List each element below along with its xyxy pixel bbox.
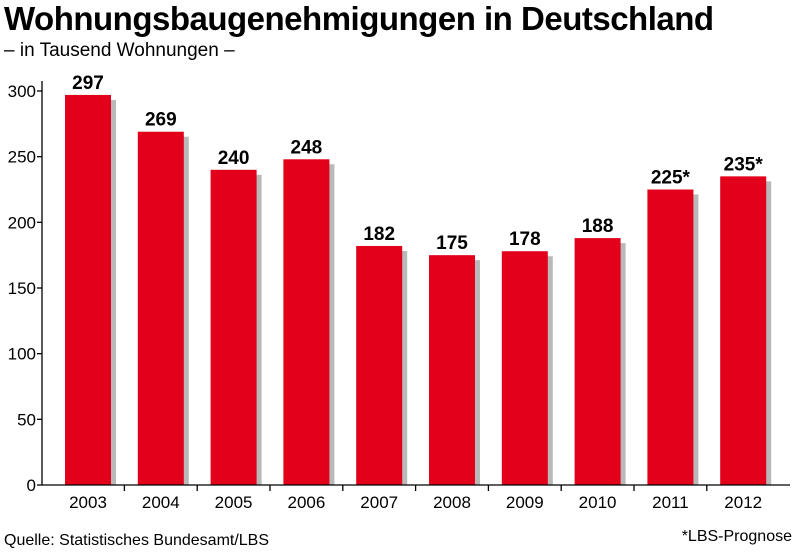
- value-label-2003: 297: [72, 73, 104, 94]
- bar-2005: [211, 170, 257, 485]
- x-tick-label-2009: 2009: [506, 493, 544, 512]
- x-tick-label-2007: 2007: [360, 493, 398, 512]
- x-tick-label-2011: 2011: [652, 493, 689, 512]
- y-axis: 0 50 100 150 200 250 300: [8, 81, 42, 495]
- bars: [65, 95, 766, 485]
- bar-2008: [429, 255, 475, 485]
- forecast-footnote: *LBS-Prognose: [682, 528, 792, 546]
- y-tick-label: 200: [8, 213, 36, 232]
- bar-2007: [356, 246, 402, 485]
- y-tick-label: 0: [27, 476, 36, 495]
- value-label-2007: 182: [363, 224, 395, 245]
- bar-2010: [575, 238, 621, 485]
- bar-2006: [283, 159, 329, 485]
- y-tick-label: 100: [8, 345, 36, 364]
- value-label-2009: 178: [509, 229, 541, 250]
- value-label-2005: 240: [218, 148, 250, 169]
- x-tick-label-2012: 2012: [724, 493, 762, 512]
- bar-2004: [138, 132, 184, 485]
- x-tick-label-2010: 2010: [579, 493, 617, 512]
- source-note: Quelle: Statistisches Bundesamt/LBS: [4, 532, 269, 550]
- x-tick-label-2008: 2008: [433, 493, 471, 512]
- x-tick-label-2004: 2004: [142, 493, 180, 512]
- x-tick-label-2005: 2005: [215, 493, 253, 512]
- y-tick-label: 50: [17, 410, 36, 429]
- bar-2011: [647, 190, 693, 486]
- value-label-2004: 269: [145, 110, 177, 131]
- y-tick-label: 250: [8, 148, 36, 167]
- x-axis: 2003 2004 2005 2006 2007 2008 2009 2010 2011 2012: [42, 485, 790, 512]
- value-label-2008: 175: [436, 233, 468, 254]
- value-label-2012: 235*: [724, 154, 764, 175]
- value-label-2006: 248: [291, 137, 323, 158]
- bar-2003: [65, 95, 111, 485]
- bar-2009: [502, 251, 548, 485]
- x-tick-label-2006: 2006: [287, 493, 325, 512]
- y-tick-label: 300: [8, 82, 36, 101]
- value-label-2010: 188: [582, 216, 614, 237]
- value-label-2011: 225*: [651, 168, 691, 189]
- x-tick-label-2003: 2003: [69, 493, 107, 512]
- y-tick-label: 150: [8, 279, 36, 298]
- bar-2012: [720, 176, 766, 485]
